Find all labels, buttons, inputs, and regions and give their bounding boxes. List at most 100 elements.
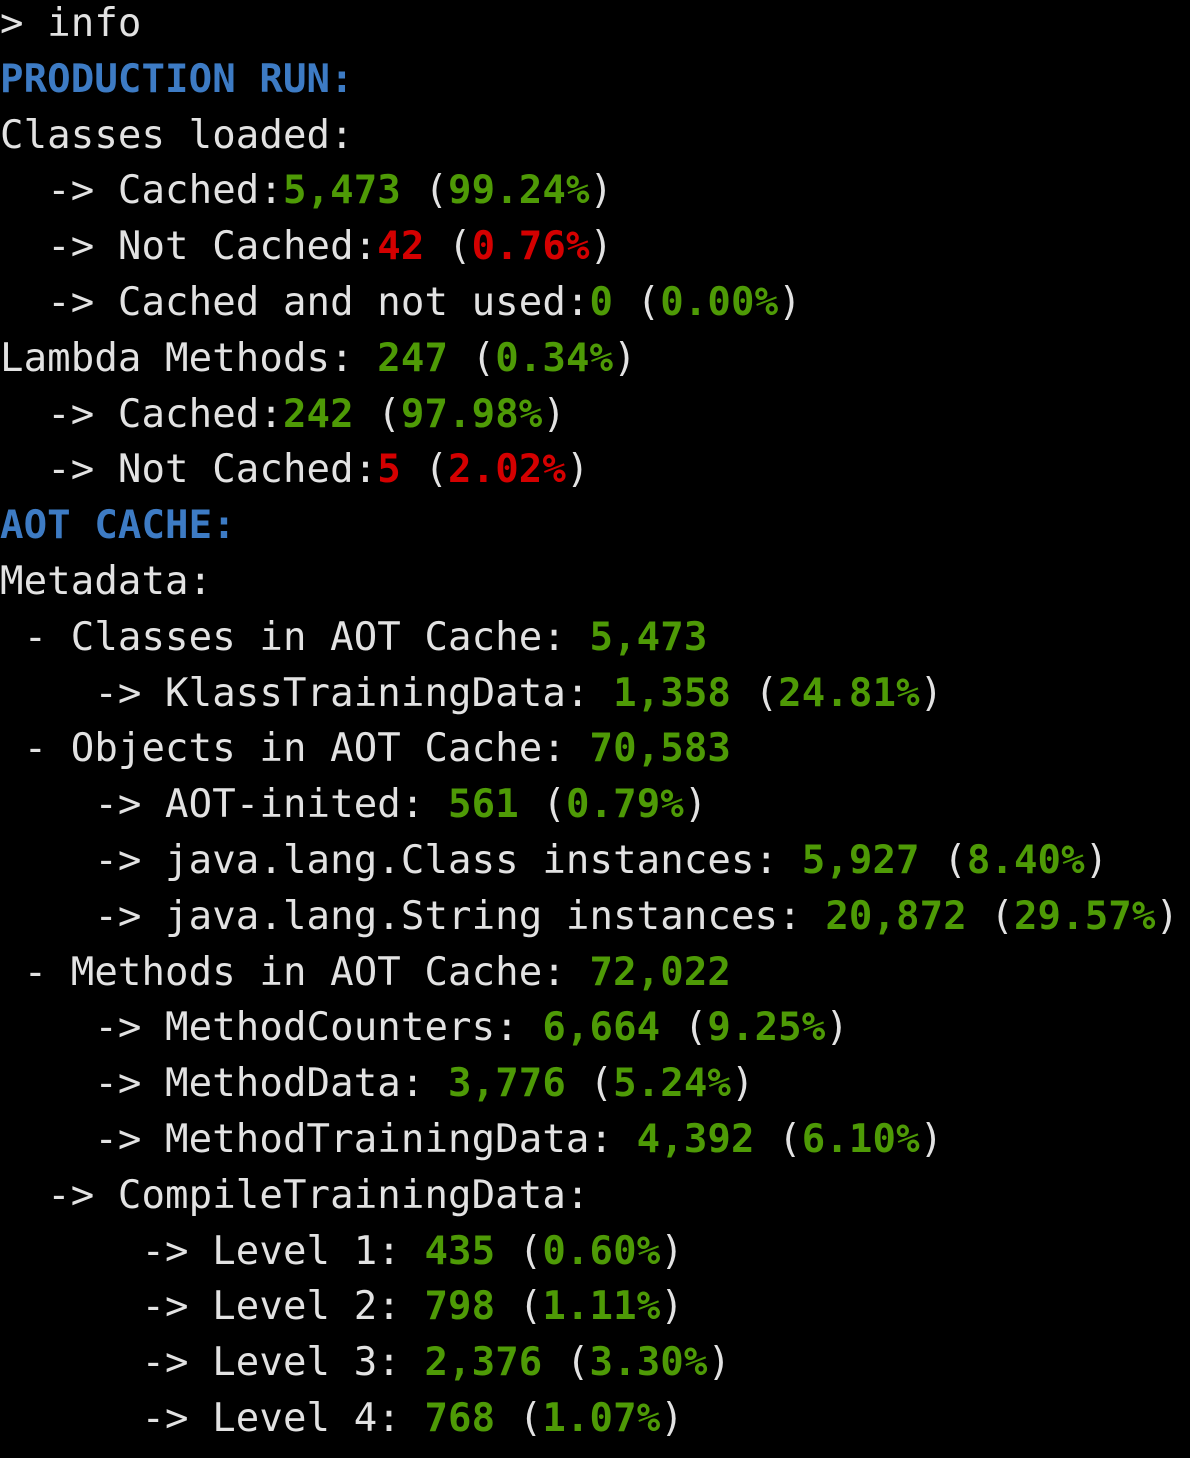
output-line: PRODUCTION RUN: xyxy=(0,52,1179,108)
output-line: Classes loaded: xyxy=(0,108,1179,164)
value-good: 5,473 xyxy=(589,614,708,660)
label-text: ) xyxy=(589,168,614,214)
label-text: ( xyxy=(495,1284,543,1330)
output-line: -> AOT-inited: 561 (0.79%) xyxy=(0,777,1179,833)
label-text: ) xyxy=(589,224,614,270)
label-text: ) xyxy=(1084,837,1109,883)
label-text: ) xyxy=(565,447,590,493)
label-text: ( xyxy=(518,782,566,828)
output-line: - Methods in AOT Cache: 72,022 xyxy=(0,945,1179,1001)
output-line: -> Level 2: 798 (1.11%) xyxy=(0,1279,1179,1335)
output-line: -> Cached and not used:0 (0.00%) xyxy=(0,275,1179,331)
value-good: 0 xyxy=(589,279,614,325)
label-text: ) xyxy=(1155,893,1180,939)
label-text: -> Level 3: xyxy=(0,1340,425,1386)
label-text: ( xyxy=(400,447,449,493)
label-text: ) xyxy=(707,1340,732,1386)
output-line: -> Cached:5,473 (99.24%) xyxy=(0,163,1179,219)
output-line: -> Not Cached:42 (0.76%) xyxy=(0,219,1179,275)
value-good: 29.57% xyxy=(1013,893,1156,939)
label-text: ( xyxy=(660,1005,708,1051)
value-good: 6.10% xyxy=(801,1116,920,1162)
command-line: > info xyxy=(0,0,1179,52)
value-good: 70,583 xyxy=(589,726,731,772)
value-good: 5,927 xyxy=(801,837,920,883)
label-text: -> Level 1: xyxy=(0,1228,425,1274)
value-good: 0.60% xyxy=(542,1228,661,1274)
value-good: 561 xyxy=(448,782,519,828)
output-line: -> KlassTrainingData: 1,358 (24.81%) xyxy=(0,666,1179,722)
output-line: -> MethodData: 3,776 (5.24%) xyxy=(0,1056,1179,1112)
value-good: 0.00% xyxy=(660,279,779,325)
value-good: 0.34% xyxy=(495,335,614,381)
output-line: -> Level 4: 768 (1.07%) xyxy=(0,1391,1179,1447)
value-good: 72,022 xyxy=(589,949,731,995)
value-good: 5,473 xyxy=(282,168,401,214)
value-good: 9.25% xyxy=(707,1005,826,1051)
value-bad: 0.76% xyxy=(471,224,590,270)
label-text: -> KlassTrainingData: xyxy=(0,670,614,716)
output-line: -> java.lang.Class instances: 5,927 (8.4… xyxy=(0,833,1179,889)
value-good: 435 xyxy=(424,1228,496,1274)
label-text: -> Cached and not used: xyxy=(0,279,590,325)
output-line: -> Cached:242 (97.98%) xyxy=(0,387,1179,443)
value-good: 3,776 xyxy=(448,1061,566,1107)
output-line: -> MethodTrainingData: 4,392 (6.10%) xyxy=(0,1112,1179,1168)
value-bad: 2.02% xyxy=(448,447,566,493)
label-text: ( xyxy=(966,893,1014,939)
value-good: 1,358 xyxy=(613,670,731,716)
value-good: 97.98% xyxy=(400,391,543,437)
label-text: ) xyxy=(542,391,566,437)
label-text: -> java.lang.Class instances: xyxy=(0,837,802,883)
label-text: - Objects in AOT Cache: xyxy=(0,726,590,772)
output-line: Metadata: xyxy=(0,554,1179,610)
output-line: - Objects in AOT Cache: 70,583 xyxy=(0,721,1179,777)
value-good: 1.07% xyxy=(542,1395,661,1441)
label-text: ) xyxy=(660,1395,684,1441)
label-text: -> Cached: xyxy=(0,391,283,437)
label-text: -> MethodTrainingData: xyxy=(0,1116,637,1162)
label-text: ) xyxy=(919,670,944,716)
value-good: 20,872 xyxy=(825,893,967,939)
value-good: 798 xyxy=(424,1284,496,1330)
output-line: -> CompileTrainingData: xyxy=(0,1168,1179,1224)
label-text: ) xyxy=(778,279,802,325)
label-text: -> Level 2: xyxy=(0,1284,425,1330)
output-line: -> Level 3: 2,376 (3.30%) xyxy=(0,1335,1179,1391)
label-text: ( xyxy=(495,1228,543,1274)
output-line: -> Level 1: 435 (0.60%) xyxy=(0,1224,1179,1280)
output-line: -> MethodCounters: 6,664 (9.25%) xyxy=(0,1000,1179,1056)
output-line: -> java.lang.String instances: 20,872 (2… xyxy=(0,889,1179,945)
section-header: PRODUCTION RUN: xyxy=(0,56,354,102)
value-good: 6,664 xyxy=(542,1005,661,1051)
output-line: AOT CACHE: xyxy=(0,498,1179,554)
label-text: -> CompileTrainingData: xyxy=(0,1172,590,1218)
value-good: 4,392 xyxy=(636,1116,755,1162)
label-text: - Methods in AOT Cache: xyxy=(0,949,590,995)
label-text: Classes loaded: xyxy=(0,112,354,158)
label-text: -> java.lang.String instances: xyxy=(0,893,826,939)
value-good: 1.11% xyxy=(542,1284,661,1330)
label-text: -> MethodData: xyxy=(0,1061,449,1107)
label-text: - Classes in AOT Cache: xyxy=(0,614,590,660)
value-good: 3.30% xyxy=(589,1340,708,1386)
label-text: ( xyxy=(495,1395,543,1441)
value-good: 242 xyxy=(282,391,354,437)
label-text: Metadata: xyxy=(0,558,213,604)
label-text: ( xyxy=(613,279,661,325)
label-text: ) xyxy=(731,1061,755,1107)
label-text: -> AOT-inited: xyxy=(0,782,449,828)
label-text: > info xyxy=(0,1,142,46)
label-text: ) xyxy=(825,1005,849,1051)
label-text: ( xyxy=(424,224,472,270)
label-text: -> MethodCounters: xyxy=(0,1005,543,1051)
label-text: ( xyxy=(542,1340,590,1386)
value-good: 768 xyxy=(424,1395,496,1441)
value-good: 0.79% xyxy=(565,782,684,828)
label-text: ) xyxy=(660,1284,684,1330)
label-text: -> Not Cached: xyxy=(0,447,378,493)
output-line: Lambda Methods: 247 (0.34%) xyxy=(0,331,1179,387)
label-text: ( xyxy=(919,837,967,883)
value-good: 247 xyxy=(377,335,449,381)
label-text: ) xyxy=(660,1228,684,1274)
